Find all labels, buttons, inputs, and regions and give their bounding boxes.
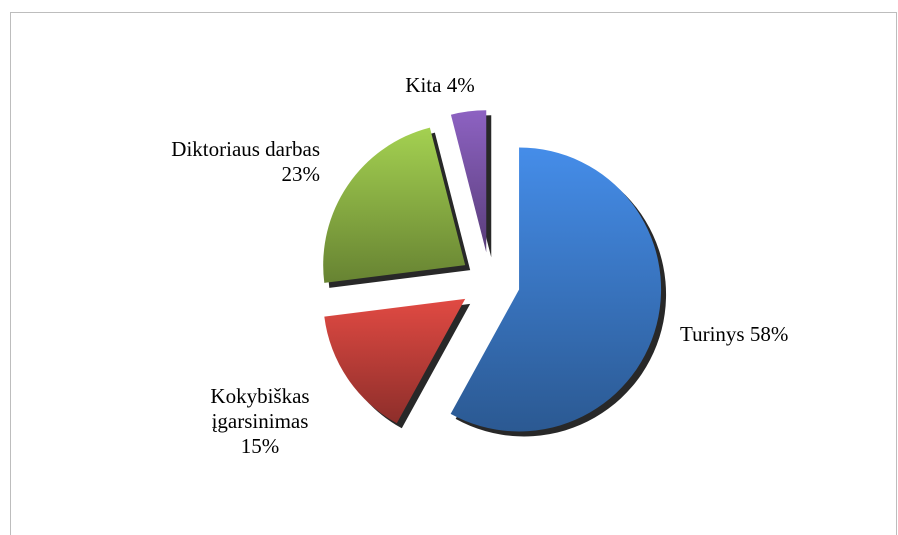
category-label: Turinys [680,322,745,346]
category-label: Diktoriaus darbas [171,137,320,161]
slice [323,127,466,283]
value-label: 4% [446,73,475,97]
value-label: 15% [240,434,280,458]
category-label: Kita [405,73,442,97]
value-label: 58% [749,322,789,346]
data-label: Diktoriaus darbas 23% [170,137,320,187]
slice [324,298,466,424]
value-label: 23% [281,162,321,186]
data-label: Kokybiškas įgarsinimas 15% [195,384,325,459]
category-label: Kokybiškas įgarsinimas [210,384,310,433]
slice [450,110,487,253]
slice [450,147,662,432]
chart-border [10,12,897,535]
data-label: Kita 4% [380,73,500,98]
data-label: Turinys 58% [680,322,830,347]
